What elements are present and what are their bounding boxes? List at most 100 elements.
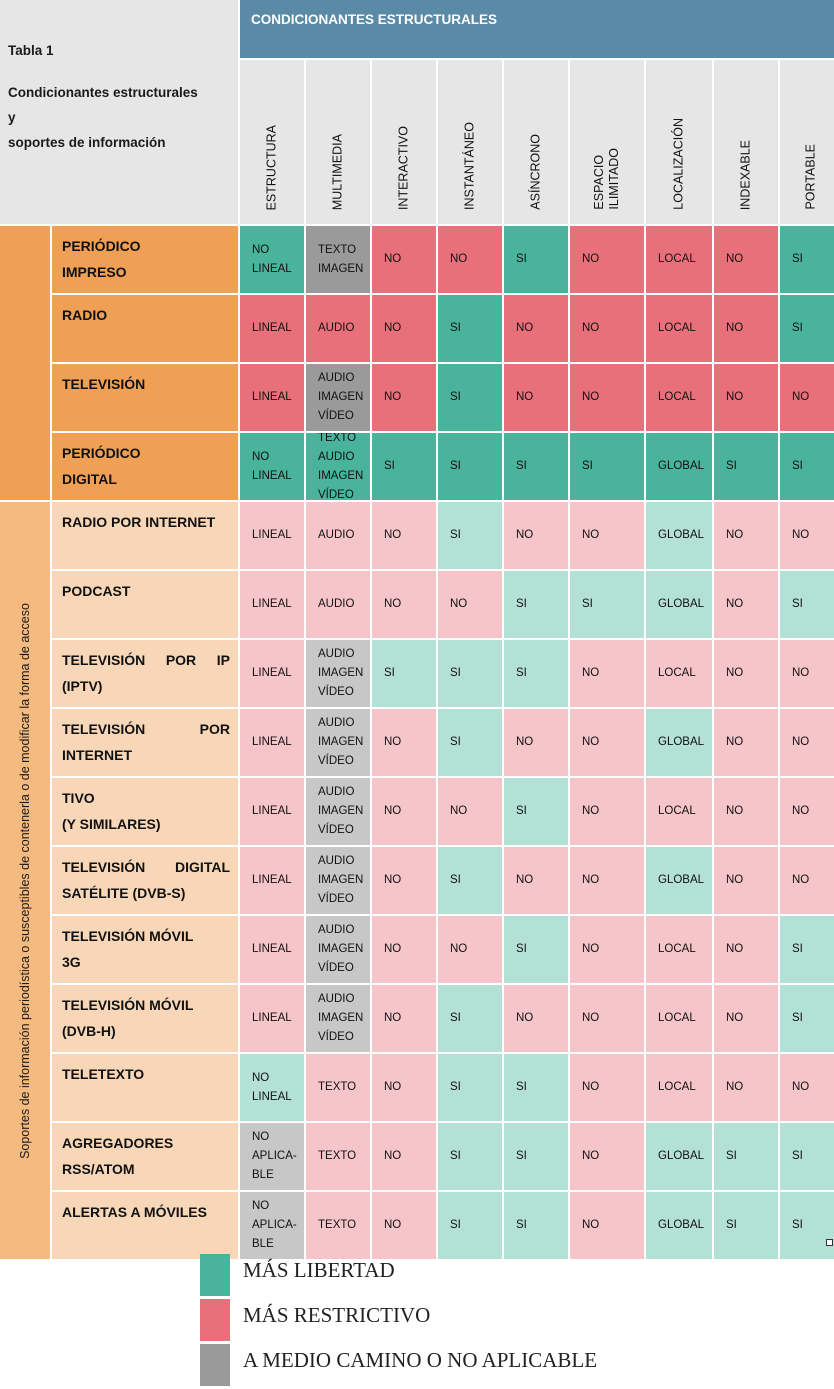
table-cell: AUDIO IMAGEN VÍDEO (306, 985, 370, 1052)
table-cell: SI (438, 985, 502, 1052)
media-name-line: RADIO (62, 307, 108, 323)
table-cell-value: SI (516, 667, 527, 679)
table-cell-value: LOCAL (658, 667, 696, 679)
table-cell: NO (780, 778, 834, 845)
table-cell-value: NO (726, 943, 744, 955)
table-cell-value: SI (450, 1150, 461, 1162)
legend-swatch (200, 1299, 230, 1341)
table-cell: TEXTO (306, 1192, 370, 1259)
table-cell: NO (714, 847, 778, 914)
table-cell-value: APLICA- (252, 1150, 297, 1162)
table-cell-value: NO (792, 667, 810, 679)
table-cell-value: SI (792, 460, 803, 472)
legend-swatch (200, 1344, 230, 1386)
media-name: TELEVISIÓN POR IP (IPTV) (52, 640, 238, 707)
media-name: RADIO (52, 295, 238, 362)
table-cell-value: SI (384, 460, 395, 472)
table-cell-value: AUDIO (318, 717, 355, 729)
table-cell-value: GLOBAL (658, 1219, 705, 1231)
table-title-line: soportes de información (8, 135, 166, 150)
table-cell-value: NO (582, 874, 600, 886)
table-cell-value: GLOBAL (658, 460, 705, 472)
table-cell-value: NO (582, 1081, 600, 1093)
table-cell: NO (714, 709, 778, 776)
table-cell-value: NO (792, 1081, 810, 1093)
table-cell: NO (714, 985, 778, 1052)
table-cell-value: NO (516, 529, 534, 541)
table-cell-value: IMAGEN (318, 1012, 364, 1024)
table-cell: SI (504, 1123, 568, 1190)
table-cell-value: AUDIO (318, 648, 355, 660)
table-cell: NO APLICA- BLE (240, 1123, 304, 1190)
legend-label: A MEDIO CAMINO O NO APLICABLE (243, 1348, 598, 1372)
table-cell-value: TEXTO (318, 433, 357, 444)
table-cell: NO (372, 916, 436, 983)
table-cell: NO (570, 778, 644, 845)
column-header: INTERACTIVO (372, 60, 436, 224)
table-cell: SI (780, 226, 834, 293)
table-cell: LINEAL (240, 985, 304, 1052)
table-cell: LINEAL (240, 571, 304, 638)
table-cell-value: NO (582, 1012, 600, 1024)
table-cell-value: LOCAL (658, 253, 696, 265)
table-cell: SI (372, 433, 436, 500)
table-cell-value: NO (792, 874, 810, 886)
table-cell-value: SI (450, 874, 461, 886)
table-cell-value: LOCAL (658, 943, 696, 955)
table-cell-value: NO (384, 322, 402, 334)
table-cell: LOCAL (646, 985, 712, 1052)
table-cell: SI (570, 433, 644, 500)
table-cell: LINEAL (240, 778, 304, 845)
table-cell: TEXTO (306, 1123, 370, 1190)
table-cell-value: NO (516, 1012, 534, 1024)
table-cell-value: NO (384, 1219, 402, 1231)
table-cell: GLOBAL (646, 847, 712, 914)
table-cell-value: NO (582, 1150, 600, 1162)
table-cell: NO (504, 709, 568, 776)
column-header: PORTABLE (780, 60, 834, 224)
table-cell-value: TEXTO (318, 1150, 357, 1162)
table-cell: LINEAL (240, 502, 304, 569)
legend-label: MÁS LIBERTAD (243, 1258, 395, 1282)
table-cell-value: AUDIO (318, 993, 355, 1005)
table-cell-value: SI (384, 667, 395, 679)
table-cell-value: NO (726, 253, 744, 265)
table-cell: SI (438, 295, 502, 362)
table-cell-value: LINEAL (252, 322, 292, 334)
table-cell-value: NO (384, 529, 402, 541)
table-cell: AUDIO IMAGEN VÍDEO (306, 640, 370, 707)
table-cell-value: SI (792, 322, 803, 334)
table-cell: NO (714, 916, 778, 983)
media-name: TELEVISIÓN (52, 364, 238, 431)
table-cell-value: AUDIO (318, 855, 355, 867)
table-cell-value: LINEAL (252, 529, 292, 541)
table-cell-value: NO (582, 322, 600, 334)
table-cell-value: NO (726, 805, 744, 817)
table-cell-value: NO (384, 1012, 402, 1024)
table-cell: LOCAL (646, 778, 712, 845)
table-cell: LINEAL (240, 364, 304, 431)
table-cell: LINEAL (240, 640, 304, 707)
table-cell: NO (570, 1192, 644, 1259)
table-cell-value: SI (726, 1150, 737, 1162)
table-cell-value: NO (582, 805, 600, 817)
table-cell-value: IMAGEN (318, 805, 364, 817)
media-name-line: TELEVISIÓN MÓVIL (62, 997, 194, 1013)
table-cell: NO (372, 295, 436, 362)
table-cell: NO (570, 295, 644, 362)
table-cell-value: AUDIO (318, 529, 355, 541)
table-cell-value: NO (582, 667, 600, 679)
table-cell: NO (780, 709, 834, 776)
media-name: PERIÓDICO IMPRESO (52, 226, 238, 293)
media-name-line: TELEVISIÓN POR IP (62, 652, 230, 668)
table-cell: TEXTO AUDIO IMAGEN VÍDEO (306, 433, 370, 500)
table-cell-value: SI (450, 736, 461, 748)
table-cell: AUDIO IMAGEN VÍDEO (306, 364, 370, 431)
table-cell-value: SI (792, 1219, 803, 1231)
table-cell-value: SI (516, 253, 527, 265)
table-cell: SI (504, 778, 568, 845)
table-cell-value: LINEAL (252, 391, 292, 403)
table-cell: LOCAL (646, 226, 712, 293)
table-cell: SI (438, 1192, 502, 1259)
table-cell-value: SI (582, 460, 593, 472)
